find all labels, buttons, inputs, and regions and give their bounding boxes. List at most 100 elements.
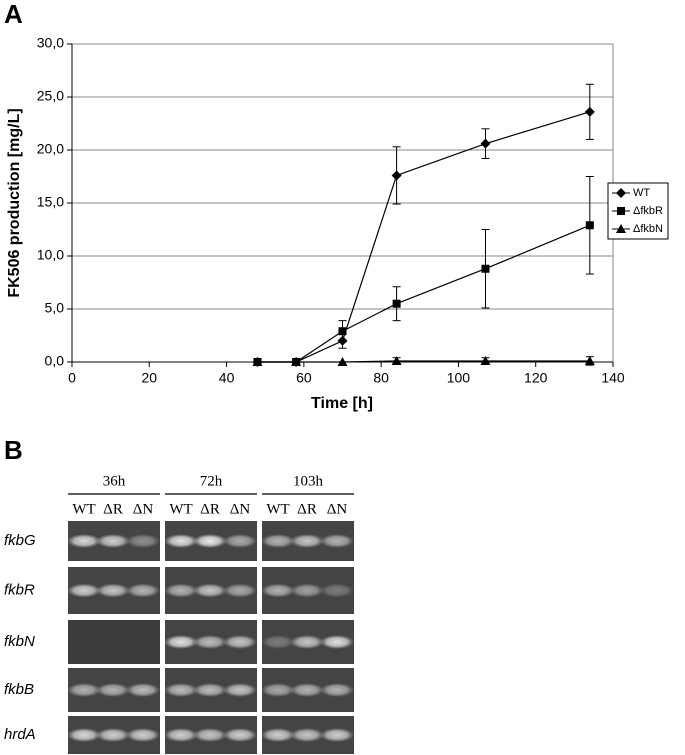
gene-label: fkbG	[4, 532, 36, 549]
legend-marker	[616, 188, 626, 198]
lane-label: ΔR	[103, 501, 123, 517]
time-label: 36h	[103, 473, 126, 489]
legend: WT ΔfkbR ΔfkbN	[607, 182, 669, 240]
gene-label: hrdA	[4, 726, 36, 743]
marker	[291, 357, 302, 366]
band	[223, 728, 257, 742]
band	[290, 534, 324, 548]
band	[164, 635, 198, 649]
y-tick-label: 5,0	[45, 300, 65, 316]
band	[96, 728, 130, 742]
marker	[252, 357, 263, 366]
band	[261, 635, 295, 649]
marker	[481, 264, 490, 273]
panel-label: A	[4, 0, 23, 29]
marker	[480, 138, 491, 149]
panel-label: B	[4, 435, 23, 465]
band	[223, 683, 257, 697]
band	[164, 534, 198, 548]
marker	[584, 355, 595, 365]
marker	[391, 355, 402, 365]
lane-label: WT	[72, 501, 95, 517]
series-line	[257, 111, 590, 363]
band	[164, 728, 198, 742]
band	[164, 583, 198, 598]
band	[96, 534, 130, 548]
band	[223, 583, 257, 598]
gene-label: fkbB	[4, 681, 34, 698]
gel-panel	[68, 620, 160, 664]
lane-label: ΔR	[297, 501, 317, 517]
legend-label: ΔfkbN	[633, 223, 663, 235]
x-tick-label: 60	[296, 370, 312, 386]
lane-label: ΔN	[133, 501, 154, 517]
gene-label: fkbR	[4, 581, 35, 598]
y-tick-label: 20,0	[37, 141, 64, 157]
x-tick-label: 140	[601, 370, 625, 386]
band	[261, 534, 295, 548]
band	[320, 683, 354, 697]
lane-label: WT	[169, 501, 192, 517]
y-axis-title: FK506 production [mg/L]	[6, 108, 23, 297]
marker	[585, 221, 594, 230]
x-tick-label: 120	[524, 370, 548, 386]
series-line	[257, 224, 591, 363]
lane-label: WT	[266, 501, 289, 517]
band	[261, 583, 295, 598]
time-label: 72h	[200, 473, 223, 489]
band	[126, 683, 160, 697]
lane-label: ΔN	[327, 501, 348, 517]
x-tick-label: 100	[447, 370, 471, 386]
band	[223, 534, 257, 548]
y-tick-label: 30,0	[37, 35, 64, 51]
x-tick-label: 0	[68, 370, 76, 386]
band	[126, 583, 160, 598]
band	[96, 583, 130, 598]
x-axis-title: Time [h]	[311, 395, 373, 412]
band	[290, 683, 324, 697]
legend-marker	[617, 207, 625, 215]
band	[67, 534, 101, 548]
marker	[480, 355, 491, 365]
legend-marker	[616, 224, 626, 233]
legend-label: ΔfkbR	[633, 205, 663, 217]
band	[96, 683, 130, 697]
series-line	[257, 360, 590, 363]
band	[67, 583, 101, 598]
band	[193, 683, 227, 697]
marker	[337, 357, 348, 366]
marker	[391, 170, 402, 181]
band	[320, 534, 354, 548]
x-tick-label: 40	[219, 370, 235, 386]
x-tick-label: 80	[373, 370, 389, 386]
band	[164, 683, 198, 697]
marker	[338, 327, 347, 336]
band	[193, 534, 227, 548]
band	[320, 728, 354, 742]
band	[261, 728, 295, 742]
band	[193, 583, 227, 598]
gene-label: fkbN	[4, 633, 35, 650]
band	[126, 728, 160, 742]
band	[223, 635, 257, 649]
band	[67, 728, 101, 742]
y-tick-label: 15,0	[37, 194, 64, 210]
y-tick-label: 0,0	[45, 353, 65, 369]
lane-label: ΔN	[230, 501, 251, 517]
marker	[584, 106, 595, 117]
y-tick-label: 10,0	[37, 247, 64, 263]
x-tick-label: 20	[141, 370, 157, 386]
time-label: 103h	[293, 473, 324, 489]
band	[320, 583, 354, 598]
y-tick-label: 25,0	[37, 88, 64, 104]
band	[67, 683, 101, 697]
legend-label: WT	[633, 187, 650, 199]
band	[193, 728, 227, 742]
band	[261, 683, 295, 697]
band	[193, 635, 227, 649]
band	[320, 635, 354, 649]
marker	[392, 299, 401, 308]
band	[290, 728, 324, 742]
band	[290, 635, 324, 649]
